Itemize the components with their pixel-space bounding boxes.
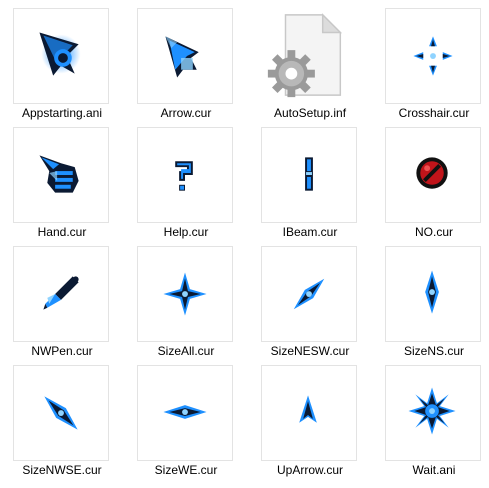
file-item-no[interactable]: NO.cur — [375, 127, 489, 245]
cursor-crosshair-icon — [413, 36, 453, 76]
cursor-sizens-icon — [425, 270, 439, 314]
file-item-autosetup[interactable]: AutoSetup.inf — [251, 8, 369, 126]
file-item-appstarting[interactable]: Appstarting.ani — [3, 8, 121, 126]
file-item-hand[interactable]: Hand.cur — [3, 127, 121, 245]
thumbnail — [261, 8, 357, 104]
thumbnail — [13, 365, 109, 461]
file-name: SizeWE.cur — [154, 463, 218, 477]
cursor-uparrow-icon — [299, 395, 317, 423]
cursor-nwpen-icon — [43, 276, 79, 310]
thumbnail — [137, 246, 233, 342]
file-name: SizeNWSE.cur — [22, 463, 102, 477]
cursor-arrow-icon — [165, 36, 199, 78]
file-item-sizewe[interactable]: SizeWE.cur — [127, 365, 245, 483]
file-item-arrow[interactable]: Arrow.cur — [127, 8, 245, 126]
cursor-sizewe-icon — [163, 405, 207, 419]
thumbnail — [261, 365, 357, 461]
cursor-ibeam-icon — [305, 157, 313, 191]
file-item-ibeam[interactable]: IBeam.cur — [251, 127, 369, 245]
thumbnail — [385, 127, 481, 223]
thumbnail — [261, 246, 357, 342]
thumbnail — [13, 127, 109, 223]
file-name: NO.cur — [414, 225, 453, 239]
file-item-crosshair[interactable]: Crosshair.cur — [375, 8, 489, 126]
file-name: SizeAll.cur — [157, 344, 215, 358]
cursor-appstarting-icon — [39, 32, 81, 76]
file-name: Wait.ani — [412, 463, 456, 477]
thumbnail — [137, 365, 233, 461]
file-name: Help.cur — [163, 225, 209, 239]
file-name: Crosshair.cur — [398, 106, 470, 120]
thumbnail — [13, 8, 109, 104]
file-name: IBeam.cur — [282, 225, 338, 239]
settings-file-icon — [267, 13, 343, 98]
file-item-nwpen[interactable]: NWPen.cur — [3, 246, 121, 364]
file-name: SizeNS.cur — [403, 344, 465, 358]
file-name: NWPen.cur — [31, 344, 93, 358]
cursor-hand-icon — [39, 155, 79, 193]
file-name: AutoSetup.inf — [273, 106, 347, 120]
file-item-sizens[interactable]: SizeNS.cur — [375, 246, 489, 364]
thumbnail — [385, 365, 481, 461]
thumbnail — [137, 8, 233, 104]
file-item-sizeall[interactable]: SizeAll.cur — [127, 246, 245, 364]
file-item-help[interactable]: Help.cur — [127, 127, 245, 245]
file-name: Appstarting.ani — [21, 106, 103, 120]
file-name: UpArrow.cur — [276, 463, 344, 477]
file-item-wait[interactable]: Wait.ani — [375, 365, 489, 483]
cursor-wait-icon — [408, 387, 456, 435]
file-name: SizeNESW.cur — [270, 344, 350, 358]
cursor-sizenesw-icon — [293, 278, 325, 310]
thumbnail — [385, 246, 481, 342]
thumbnail — [13, 246, 109, 342]
file-item-sizenesw[interactable]: SizeNESW.cur — [251, 246, 369, 364]
cursor-sizenwse-icon — [44, 396, 78, 430]
file-item-sizenwse[interactable]: SizeNWSE.cur — [3, 365, 121, 483]
thumbnail — [261, 127, 357, 223]
cursor-help-icon — [175, 161, 193, 191]
file-item-uparrow[interactable]: UpArrow.cur — [251, 365, 369, 483]
file-name: Arrow.cur — [160, 106, 212, 120]
cursor-sizeall-icon — [163, 272, 207, 316]
thumbnail — [137, 127, 233, 223]
cursor-no-icon — [416, 157, 448, 189]
file-name: Hand.cur — [37, 225, 87, 239]
thumbnail — [385, 8, 481, 104]
